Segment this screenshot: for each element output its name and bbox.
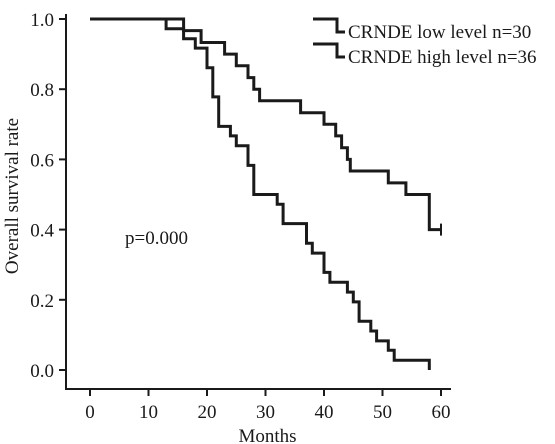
- y-tick-label: 0.8: [30, 80, 54, 101]
- legend-swatch: [313, 17, 345, 34]
- x-tick-label: 20: [198, 402, 217, 423]
- y-tick-label: 0.6: [30, 150, 54, 171]
- survival-curves: [90, 17, 442, 370]
- x-tick-label: 30: [256, 402, 275, 423]
- legend-swatch: [313, 42, 345, 59]
- x-tick-label: 40: [315, 402, 334, 423]
- axis-lines: [65, 14, 451, 390]
- x-tick-label: 60: [432, 402, 451, 423]
- legend-label: CRNDE low level n=30: [348, 22, 531, 43]
- survival-curve-1: [90, 17, 441, 232]
- y-tick-label: 0.4: [30, 221, 54, 242]
- y-tick-label: 0.2: [30, 291, 54, 312]
- x-tick-label: 10: [139, 402, 158, 423]
- y-tick-label: 1.0: [30, 10, 54, 31]
- p-value-annotation: p=0.000: [125, 228, 188, 249]
- legend: CRNDE low level n=30 CRNDE high level n=3…: [313, 17, 537, 68]
- axes: 0.0 0.2 0.4 0.6 0.8 1.0 0 10 20 30 40 50 60 Months Ove…: [2, 10, 451, 444]
- survival-curve-2: [90, 17, 431, 370]
- x-tick-label: 50: [373, 402, 392, 423]
- legend-label: CRNDE high level n=36: [348, 47, 537, 68]
- x-axis-title: Months: [238, 426, 296, 444]
- y-axis-title: Overall survival rate: [2, 118, 23, 274]
- x-tick-label: 0: [85, 402, 95, 423]
- y-tick-label: 0.0: [30, 361, 54, 382]
